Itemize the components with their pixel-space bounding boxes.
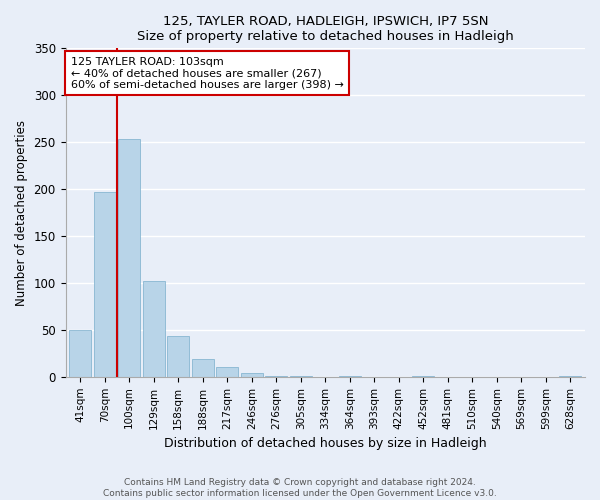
Bar — [559, 376, 581, 377]
Bar — [94, 192, 116, 377]
Title: 125, TAYLER ROAD, HADLEIGH, IPSWICH, IP7 5SN
Size of property relative to detach: 125, TAYLER ROAD, HADLEIGH, IPSWICH, IP7… — [137, 15, 514, 43]
Bar — [339, 376, 361, 377]
Bar — [216, 368, 238, 377]
Bar — [167, 336, 189, 377]
Bar — [118, 140, 140, 377]
Bar — [143, 281, 165, 377]
X-axis label: Distribution of detached houses by size in Hadleigh: Distribution of detached houses by size … — [164, 437, 487, 450]
Text: 125 TAYLER ROAD: 103sqm
← 40% of detached houses are smaller (267)
60% of semi-d: 125 TAYLER ROAD: 103sqm ← 40% of detache… — [71, 56, 344, 90]
Bar — [290, 376, 312, 377]
Bar — [69, 330, 91, 377]
Bar — [265, 376, 287, 377]
Text: Contains HM Land Registry data © Crown copyright and database right 2024.
Contai: Contains HM Land Registry data © Crown c… — [103, 478, 497, 498]
Y-axis label: Number of detached properties: Number of detached properties — [15, 120, 28, 306]
Bar — [241, 373, 263, 377]
Bar — [412, 376, 434, 377]
Bar — [192, 359, 214, 377]
